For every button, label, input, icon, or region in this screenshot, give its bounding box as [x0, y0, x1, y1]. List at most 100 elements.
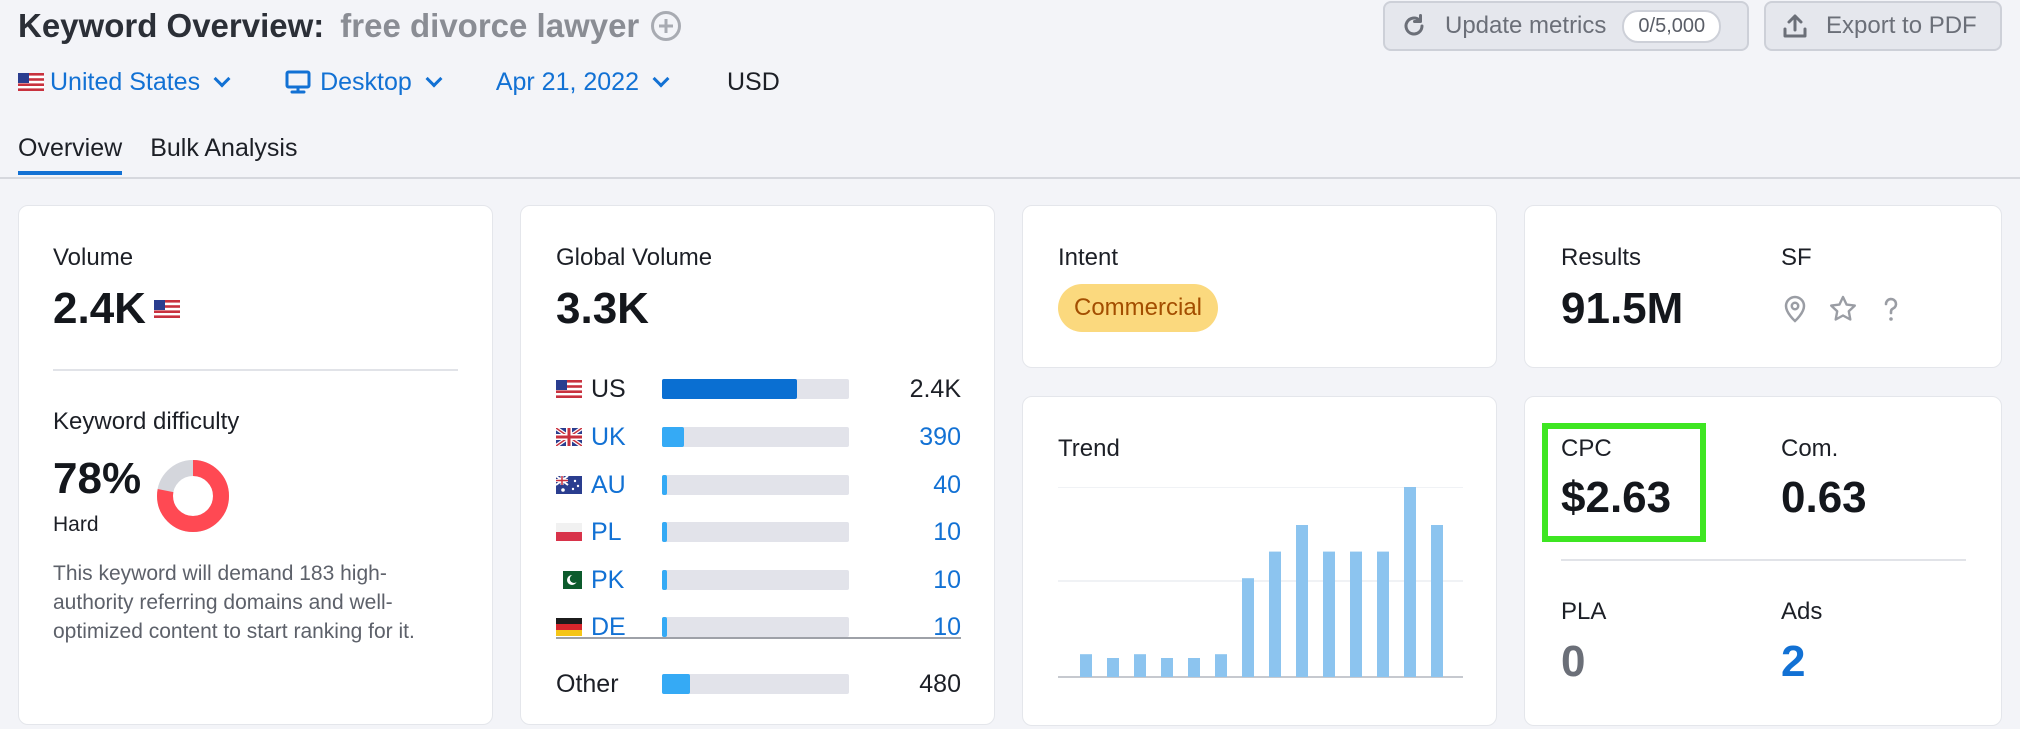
us-flag-icon — [556, 380, 582, 398]
keyword-title: free divorce lawyer — [340, 7, 640, 44]
trend-chart — [1058, 487, 1463, 678]
location-pin-icon[interactable] — [1780, 294, 1810, 324]
country-value: 2.4K — [909, 374, 961, 403]
country-value[interactable]: 10 — [933, 565, 961, 594]
country-label: United States — [50, 67, 201, 96]
volume-label: Volume — [53, 244, 134, 271]
volume-card: Volume 2.4K Keyword difficulty 78% Hard … — [18, 205, 493, 725]
country-row-pl[interactable]: PL 10 — [556, 517, 961, 547]
export-pdf-button[interactable]: Export to PDF — [1764, 1, 2002, 51]
volume-divider — [53, 369, 458, 371]
pla-label: PLA — [1561, 598, 1607, 625]
export-pdf-label: Export to PDF — [1826, 12, 1977, 39]
metrics-card: CPC $2.63 Com. 0.63 PLA 0 Ads 2 — [1524, 396, 2002, 726]
kd-description: This keyword will demand 183 high-author… — [53, 562, 415, 643]
date-select[interactable]: Apr 21, 2022 — [496, 68, 670, 97]
other-bar-fill — [662, 674, 691, 694]
country-row-pk[interactable]: PK 10 — [556, 565, 961, 595]
country-code[interactable]: UK — [591, 422, 626, 451]
tab-overview[interactable]: Overview — [18, 134, 123, 175]
serp-features — [1780, 294, 1906, 324]
competition-value: 0.63 — [1781, 473, 1867, 522]
kd-donut — [157, 460, 229, 532]
page-header: Keyword Overview: free divorce lawyer — [18, 6, 682, 46]
country-code[interactable]: PL — [591, 517, 622, 546]
trend-bar — [1242, 578, 1254, 677]
trend-bar — [1107, 658, 1119, 677]
country-bar — [662, 475, 849, 495]
trend-bar — [1377, 551, 1389, 677]
pk-flag-icon — [556, 571, 582, 589]
country-value[interactable]: 10 — [933, 612, 961, 641]
trend-bar — [1404, 487, 1416, 677]
trend-bar — [1269, 551, 1281, 677]
question-icon[interactable] — [1876, 294, 1906, 324]
country-bar-fill — [662, 522, 667, 542]
results-value: 91.5M — [1561, 284, 1684, 333]
country-bar — [662, 379, 849, 399]
country-bar — [662, 617, 849, 637]
country-value[interactable]: 390 — [919, 422, 961, 451]
volume-value-row: 2.4K — [53, 284, 180, 334]
star-icon[interactable] — [1828, 294, 1858, 324]
chevron-down-icon — [652, 70, 670, 88]
intent-badge: Commercial — [1058, 284, 1219, 332]
chevron-down-icon — [425, 70, 443, 88]
device-select[interactable]: Desktop — [284, 67, 443, 97]
results-card: Results 91.5M SF — [1524, 205, 2002, 368]
trend-bar — [1323, 551, 1335, 677]
trend-bar — [1134, 654, 1146, 677]
trend-label: Trend — [1058, 435, 1120, 462]
metrics-divider — [1561, 559, 1966, 561]
country-bar-fill — [662, 379, 797, 399]
trend-bar — [1350, 551, 1362, 677]
global-volume-card: Global Volume 3.3K US 2.4K UK 390 AU 40 PL 10 PK… — [520, 205, 995, 725]
pl-flag-icon — [556, 523, 582, 541]
results-label: Results — [1561, 244, 1642, 271]
update-quota-badge: 0/5,000 — [1622, 9, 1722, 43]
sf-label: SF — [1781, 244, 1812, 271]
country-value[interactable]: 10 — [933, 517, 961, 546]
kd-value: 78% — [53, 454, 142, 503]
global-volume-label: Global Volume — [556, 244, 713, 271]
country-code[interactable]: AU — [591, 470, 626, 499]
tab-bar: Overview Bulk Analysis — [18, 134, 325, 175]
refresh-icon — [1404, 14, 1424, 36]
device-label: Desktop — [320, 67, 412, 96]
country-bar — [662, 522, 849, 542]
filter-bar: United States Desktop Apr 21, 2022 USD — [18, 62, 780, 102]
country-value[interactable]: 40 — [933, 470, 961, 499]
kd-label: Keyword difficulty — [53, 408, 240, 435]
ads-value[interactable]: 2 — [1781, 637, 1806, 686]
export-icon — [1783, 14, 1807, 38]
trend-bar — [1188, 658, 1200, 677]
us-flag-icon — [153, 300, 180, 318]
country-bar — [662, 427, 849, 447]
country-row-au[interactable]: AU 40 — [556, 470, 961, 500]
ads-label: Ads — [1781, 598, 1823, 625]
country-bar-fill — [662, 570, 667, 590]
other-row: Other 480 — [556, 669, 961, 699]
cpc-value: $2.63 — [1561, 473, 1672, 522]
country-select[interactable]: United States — [18, 67, 231, 97]
page-title: Keyword Overview: — [18, 7, 325, 44]
intent-label: Intent — [1058, 244, 1119, 271]
update-metrics-button[interactable]: Update metrics 0/5,000 — [1383, 1, 1749, 51]
trend-bar — [1161, 658, 1173, 677]
country-row-uk[interactable]: UK 390 — [556, 422, 961, 452]
cpc-highlight-box — [1542, 423, 1706, 542]
other-value: 480 — [919, 669, 961, 698]
tab-bulk-analysis[interactable]: Bulk Analysis — [150, 134, 298, 162]
chevron-down-icon — [213, 70, 231, 88]
add-keyword-icon[interactable] — [651, 11, 682, 41]
country-code[interactable]: DE — [591, 612, 626, 641]
country-row-de[interactable]: DE 10 — [556, 612, 961, 642]
trend-card: Trend — [1022, 396, 1497, 726]
update-metrics-label: Update metrics — [1445, 12, 1607, 39]
trend-bar — [1296, 525, 1308, 677]
country-bar-fill — [662, 617, 667, 637]
country-code: US — [591, 374, 626, 403]
country-code[interactable]: PK — [591, 565, 625, 594]
us-flag-icon — [18, 73, 44, 91]
trend-bar — [1431, 525, 1443, 677]
